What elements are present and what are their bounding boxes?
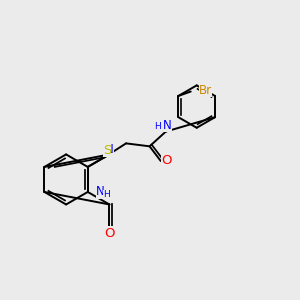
Text: N: N	[105, 142, 114, 156]
Text: N: N	[163, 118, 172, 132]
Text: Br: Br	[199, 84, 212, 97]
Text: H: H	[103, 190, 110, 200]
Text: N: N	[96, 185, 105, 199]
Text: S: S	[103, 144, 111, 157]
Text: O: O	[161, 154, 172, 167]
Text: H: H	[154, 122, 161, 131]
Text: O: O	[104, 226, 115, 239]
